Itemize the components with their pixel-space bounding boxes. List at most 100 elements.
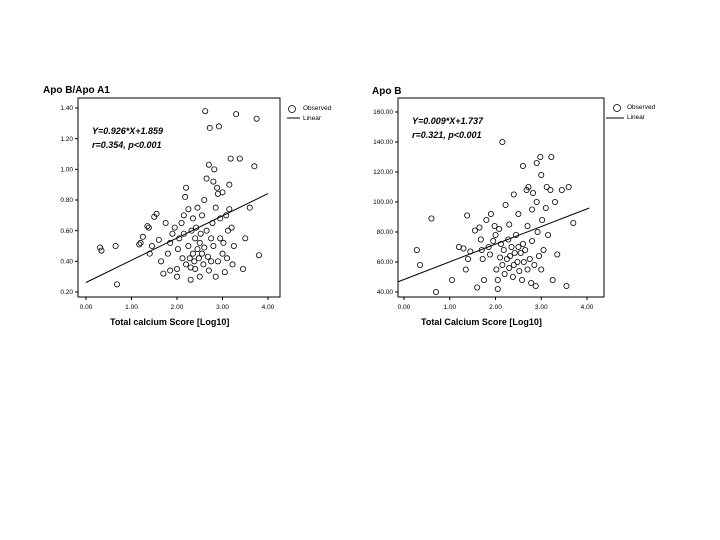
data-point xyxy=(494,276,501,283)
data-point xyxy=(226,181,233,188)
data-point xyxy=(538,171,545,178)
y-tick-label: 140.00 xyxy=(373,139,393,146)
data-point xyxy=(144,223,151,230)
data-point xyxy=(510,191,517,198)
x-tick-label: 1.00 xyxy=(443,304,456,311)
data-point xyxy=(214,258,221,265)
data-point xyxy=(519,276,526,283)
data-point xyxy=(212,204,219,211)
data-point xyxy=(500,246,507,253)
y-tick-label: 160.00 xyxy=(373,109,393,116)
data-point xyxy=(167,267,174,274)
data-point xyxy=(549,276,556,283)
data-point xyxy=(174,246,181,253)
x-axis-label: Total Calcium Score [Log10] xyxy=(421,317,542,327)
x-axis-label: Total calcium Score [Log10] xyxy=(110,317,230,327)
data-point xyxy=(202,108,209,115)
data-point xyxy=(520,258,527,265)
data-point xyxy=(183,261,190,268)
data-point xyxy=(215,123,222,130)
data-point xyxy=(508,243,515,250)
data-point xyxy=(112,242,119,249)
data-point xyxy=(528,279,535,286)
data-point xyxy=(226,206,233,213)
data-point xyxy=(196,239,203,246)
data-point xyxy=(162,219,169,226)
data-point xyxy=(533,159,540,166)
data-point xyxy=(524,266,531,273)
data-point xyxy=(219,250,226,257)
data-point xyxy=(537,153,544,160)
data-point xyxy=(203,175,210,182)
data-point xyxy=(255,252,262,259)
regression-stats: r=0.354, p<0.001 xyxy=(92,140,162,150)
data-point xyxy=(251,163,258,170)
data-point xyxy=(464,212,471,219)
data-point xyxy=(199,250,206,257)
data-point xyxy=(524,222,531,229)
data-point xyxy=(136,241,143,248)
data-point xyxy=(493,266,500,273)
data-point xyxy=(187,276,194,283)
data-point xyxy=(97,244,104,251)
data-point xyxy=(499,138,506,145)
data-point xyxy=(182,193,189,200)
data-point xyxy=(477,236,484,243)
data-point xyxy=(155,236,162,243)
data-point xyxy=(220,239,227,246)
x-tick-label: 4.00 xyxy=(262,304,275,311)
data-point xyxy=(506,221,513,228)
data-point xyxy=(563,282,570,289)
data-point xyxy=(239,265,246,272)
data-point xyxy=(219,189,226,196)
data-point xyxy=(558,186,565,193)
data-point xyxy=(233,111,240,118)
data-point xyxy=(494,285,501,292)
data-point xyxy=(186,255,193,262)
data-point xyxy=(194,246,201,253)
plot-frame xyxy=(77,97,281,298)
data-point xyxy=(531,261,538,268)
data-point xyxy=(158,258,165,265)
y-tick-label: 1.00 xyxy=(60,167,73,174)
data-point xyxy=(467,248,474,255)
data-point xyxy=(529,237,536,244)
x-tick-label: 0.00 xyxy=(398,304,411,311)
data-point xyxy=(253,115,260,122)
data-point xyxy=(510,261,517,268)
data-point xyxy=(503,255,510,262)
data-point xyxy=(523,186,530,193)
legend-observed-label: Observed xyxy=(627,104,656,111)
data-point xyxy=(507,252,514,259)
data-point xyxy=(497,254,504,261)
data-point xyxy=(485,243,492,250)
data-point xyxy=(511,249,518,256)
data-point xyxy=(471,227,478,234)
data-point xyxy=(210,178,217,185)
data-point xyxy=(499,261,506,268)
data-point xyxy=(242,235,249,242)
data-point xyxy=(417,261,424,268)
data-point xyxy=(185,242,192,249)
data-point xyxy=(565,183,572,190)
y-tick-label: 1.20 xyxy=(60,136,73,143)
data-point xyxy=(413,246,420,253)
x-tick-label: 2.00 xyxy=(489,304,502,311)
data-point xyxy=(515,210,522,217)
data-point xyxy=(501,270,508,277)
y-tick-label: 100.00 xyxy=(373,199,393,206)
data-point xyxy=(192,235,199,242)
data-point xyxy=(517,249,524,256)
data-point xyxy=(491,222,498,229)
data-point xyxy=(227,155,234,162)
data-point xyxy=(487,210,494,217)
x-tick-label: 3.00 xyxy=(535,304,548,311)
data-point xyxy=(449,276,456,283)
y-tick-label: 120.00 xyxy=(373,169,393,176)
data-point xyxy=(462,266,469,273)
data-point xyxy=(183,184,190,191)
data-point xyxy=(515,243,522,250)
